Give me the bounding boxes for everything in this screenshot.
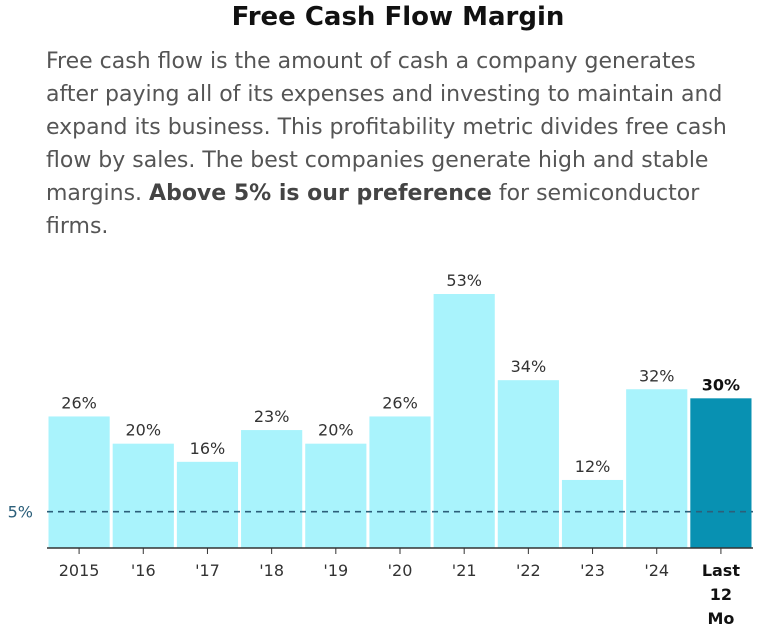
value-label-5: 26% (382, 393, 418, 412)
tick-label-line: 12 (710, 585, 732, 604)
bar-2 (176, 461, 239, 548)
tick-label-7: '22 (516, 561, 541, 580)
tick-label-2: '17 (195, 561, 220, 580)
bar-7 (497, 380, 559, 548)
value-label-3: 23% (254, 407, 290, 426)
tick-label-line: '19 (323, 561, 348, 580)
tick-label-5: '20 (388, 561, 413, 580)
tick-label-1: '16 (131, 561, 156, 580)
description-emphasis: Above 5% is our preference (149, 181, 492, 206)
tick-label-line: '24 (644, 561, 669, 580)
axis-layer (47, 547, 753, 554)
tick-label-10: Last 12 Mo (702, 561, 741, 628)
value-label-0: 26% (61, 393, 97, 412)
tick-label-3: '18 (259, 561, 284, 580)
tick-label-4: '19 (323, 561, 348, 580)
value-label-1: 20% (125, 421, 161, 440)
value-label-6: 53% (446, 271, 482, 290)
value-label-4: 20% (318, 421, 354, 440)
tick-label-line: '18 (259, 561, 284, 580)
bars-layer (48, 294, 752, 548)
value-label-7: 34% (511, 357, 547, 376)
reference-label: 5% (8, 503, 33, 522)
tick-label-line: Last (702, 561, 741, 580)
labels-layer: 26% 2015 20% '16 16% '17 23% '18 20% '19 26% '20 53%… (8, 271, 741, 628)
tick-label-line: '17 (195, 561, 220, 580)
bar-8 (561, 479, 624, 548)
tick-label-0: 2015 (59, 561, 100, 580)
tick-label-line: Mo (707, 609, 734, 628)
bar-5 (369, 416, 431, 548)
tick-label-line: '16 (131, 561, 156, 580)
tick-label-line: '20 (388, 561, 413, 580)
bar-3 (241, 430, 303, 548)
bar-10 (690, 398, 752, 548)
tick-label-line: 2015 (59, 561, 100, 580)
tick-label-9: '24 (644, 561, 669, 580)
chart-description: Free cash flow is the amount of cash a c… (46, 45, 751, 243)
tick-label-line: '22 (516, 561, 541, 580)
value-label-8: 12% (575, 457, 611, 476)
chart-title: Free Cash Flow Margin (231, 2, 565, 32)
value-label-2: 16% (190, 439, 226, 458)
bar-1 (112, 443, 174, 548)
bar-4 (305, 443, 367, 548)
tick-label-6: '21 (452, 561, 477, 580)
tick-label-line: '21 (452, 561, 477, 580)
value-label-10: 30% (702, 375, 740, 394)
description-text: for semiconductor firms. (46, 181, 700, 239)
bar-6 (433, 294, 495, 548)
tick-label-8: '23 (580, 561, 605, 580)
value-label-9: 32% (639, 366, 675, 385)
bar-0 (48, 416, 110, 548)
description-text: Free cash flow is the amount of cash a c… (46, 49, 727, 206)
bar-9 (626, 389, 688, 548)
tick-label-line: '23 (580, 561, 605, 580)
